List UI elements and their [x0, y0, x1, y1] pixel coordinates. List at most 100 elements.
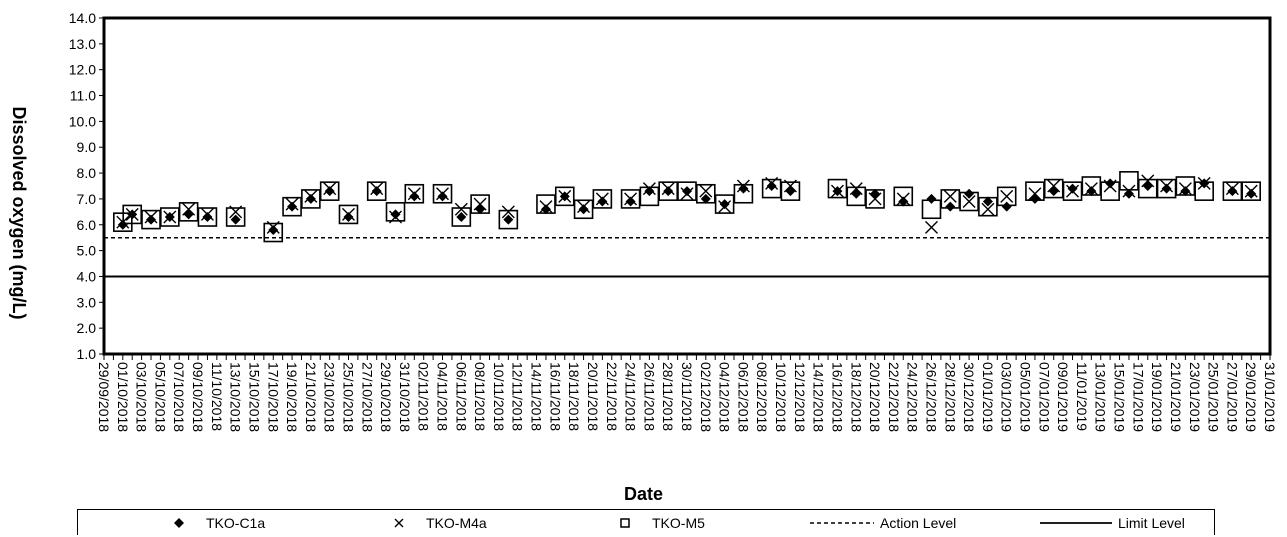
legend-label-m4a: TKO-M4a — [426, 515, 487, 531]
c1a-point — [503, 214, 514, 225]
c1a-point — [324, 186, 335, 197]
c1a-point — [202, 212, 213, 223]
x-tick-label: 16/11/2018 — [547, 362, 563, 431]
x-tick-label: 28/12/2018 — [942, 362, 958, 432]
x-tick-label: 09/01/2019 — [1055, 362, 1071, 432]
m4a-point — [1028, 187, 1042, 201]
c1a-point — [1123, 188, 1134, 199]
m5-point — [122, 204, 143, 225]
m4a-point — [163, 210, 177, 224]
y-tick-label: 9.0 — [77, 139, 97, 155]
x-tick-label: 21/01/2019 — [1168, 362, 1184, 432]
m4a-point — [200, 207, 214, 221]
x-tick-label: 11/10/2018 — [209, 362, 225, 431]
c1a-point — [456, 212, 467, 223]
m4a-point — [680, 187, 694, 201]
c1a-point — [597, 196, 608, 207]
x-tick-label: 06/12/2018 — [735, 362, 751, 432]
m4a-point — [304, 189, 318, 203]
m5-point — [178, 202, 199, 222]
c1a-point — [183, 209, 194, 220]
m4a-point — [125, 207, 139, 221]
m4a-point — [624, 192, 638, 206]
legend-label-action: Action Level — [880, 515, 957, 531]
m4a-point — [1225, 182, 1239, 196]
x-tick-label: 29/10/2018 — [378, 362, 394, 432]
m4a-point — [1244, 184, 1258, 198]
m5-point — [658, 181, 678, 201]
m4a-point — [1000, 189, 1014, 203]
x-tick-label: 23/10/2018 — [322, 362, 338, 432]
m4a-point — [699, 184, 713, 198]
m5-point — [827, 178, 848, 199]
m4a-point — [642, 182, 656, 196]
m4a-point — [868, 192, 882, 206]
x-tick-label: 01/10/2018 — [115, 362, 131, 432]
m5-point — [846, 186, 867, 207]
c1a-point — [390, 209, 401, 220]
m5-point — [714, 194, 735, 214]
x-tick-label: 29/01/2019 — [1243, 362, 1259, 432]
m5-point — [1241, 181, 1261, 201]
x-tick-label: 08/12/2018 — [754, 362, 770, 432]
m5-point — [1062, 181, 1083, 201]
y-tick-label: 3.0 — [77, 294, 97, 310]
c1a-point — [1086, 186, 1097, 197]
c1a-point — [117, 219, 128, 230]
x-tick-label: 07/10/2018 — [171, 362, 187, 432]
x-tick-label: 12/11/2018 — [510, 362, 526, 431]
x-tick-label: 08/11/2018 — [472, 362, 488, 431]
x-tick-label: 31/10/2018 — [397, 362, 413, 432]
c1a-point — [738, 183, 749, 194]
m4a-point — [896, 192, 910, 206]
m4a-point — [718, 200, 732, 214]
x-tick-label: 05/01/2019 — [1018, 362, 1034, 432]
c1a-point — [644, 186, 655, 197]
c1a-point — [1029, 193, 1040, 204]
m4a-point — [661, 182, 675, 196]
x-tick-label: 01/01/2019 — [980, 362, 996, 432]
legend: TKO-C1a TKO-M4a TKO-M5 Action Level Limi… — [77, 509, 1215, 535]
legend-label-m5: TKO-M5 — [652, 515, 705, 531]
m5-point — [592, 189, 613, 209]
legend-item-m4a: TKO-M4a — [394, 514, 487, 532]
x-tick-label: 14/11/2018 — [529, 362, 545, 431]
m5-point — [1156, 178, 1177, 199]
m5-point — [573, 199, 594, 220]
x-tick-label: 30/12/2018 — [961, 362, 977, 432]
y-tick-label: 10.0 — [69, 113, 96, 129]
c1a-point — [682, 186, 692, 197]
m5-point — [780, 181, 801, 201]
c1a-point — [719, 199, 730, 210]
legend-item-limit: Limit Level — [1040, 514, 1185, 532]
x-tick-label: 19/01/2019 — [1149, 362, 1165, 432]
m4a-point — [370, 182, 384, 196]
x-tick-label: 18/11/2018 — [566, 362, 582, 431]
x-tick-label: 13/10/2018 — [228, 362, 244, 432]
m4a-point — [765, 176, 779, 190]
x-tick-label: 26/11/2018 — [641, 362, 657, 431]
m4a-point — [1160, 179, 1174, 193]
m4a-point — [1084, 182, 1098, 196]
m5-point — [1222, 181, 1243, 201]
x-tick-label: 05/10/2018 — [152, 362, 168, 432]
m4a-point — [783, 179, 797, 193]
square-marker-icon — [620, 518, 630, 528]
y-tick-label: 1.0 — [77, 346, 97, 362]
m4a-point — [389, 210, 402, 224]
m5-point — [451, 207, 472, 227]
m4a-point — [285, 197, 299, 211]
data-series — [113, 171, 1261, 243]
x-tick-label: 21/10/2018 — [303, 362, 319, 432]
x-tick-label: 06/11/2018 — [453, 362, 469, 431]
x-tick-label: 04/11/2018 — [435, 362, 451, 431]
m4a-point — [1103, 179, 1117, 193]
x-tick-label: 20/12/2018 — [867, 362, 883, 432]
x-tick-label: 30/11/2018 — [679, 362, 695, 431]
y-tick-label: 7.0 — [77, 191, 97, 207]
m4a-point — [116, 215, 130, 229]
m5-point — [319, 181, 340, 201]
m5-point — [225, 207, 246, 227]
x-tick-label: 09/10/2018 — [190, 362, 206, 432]
